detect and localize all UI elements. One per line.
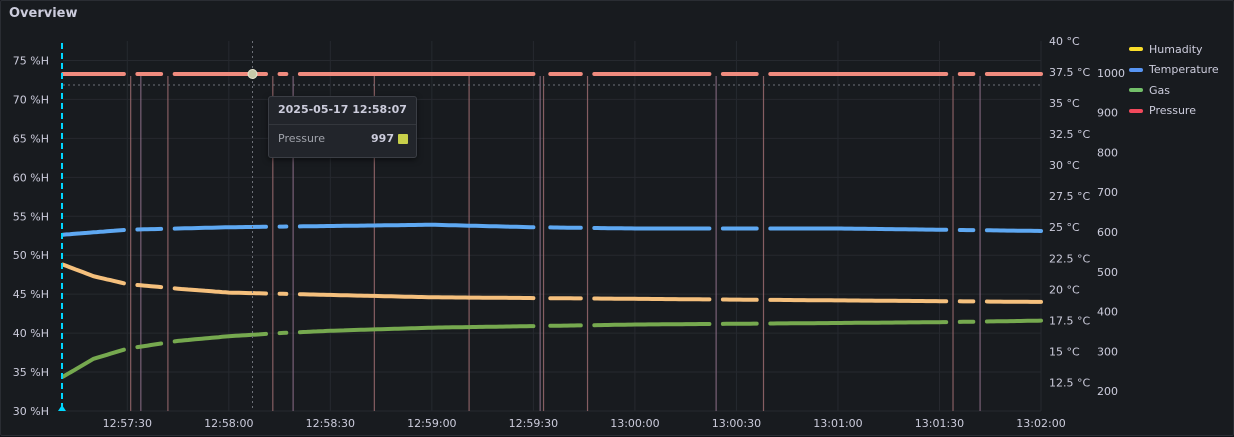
y-right-temp-tick-label: 27.5 °C xyxy=(1049,190,1090,203)
x-tick-label: 13:01:30 xyxy=(915,417,964,430)
y-left-tick-label: 75 %H xyxy=(13,54,49,67)
y-right-pressure-tick-label: 800 xyxy=(1097,146,1118,159)
x-tick-label: 13:00:00 xyxy=(610,417,659,430)
legend-label: Temperature xyxy=(1149,63,1219,76)
y-left-tick-label: 50 %H xyxy=(13,249,49,262)
y-left-tick-label: 70 %H xyxy=(13,93,49,106)
y-right-pressure-tick-label: 900 xyxy=(1097,107,1118,120)
y-right-temp-tick-label: 32.5 °C xyxy=(1049,128,1090,141)
series-humadity-line xyxy=(594,299,709,300)
temperature-swatch xyxy=(1129,68,1143,72)
legend-item-temperature[interactable]: Temperature xyxy=(1129,60,1219,81)
tooltip-divider xyxy=(269,124,416,125)
legend-item-humidity[interactable]: Humadity xyxy=(1129,39,1219,60)
tooltip-series-value: 997 xyxy=(371,132,394,145)
series-gas-line xyxy=(770,322,946,323)
y-right-temp-tick-label: 12.5 °C xyxy=(1049,376,1090,389)
legend-label: Humadity xyxy=(1149,43,1203,56)
x-tick-label: 13:02:00 xyxy=(1016,417,1065,430)
hover-point xyxy=(248,70,257,79)
x-tick-label: 12:58:00 xyxy=(204,417,253,430)
series-humadity-line xyxy=(137,285,161,287)
y-right-temp-tick-label: 35 °C xyxy=(1049,97,1080,110)
legend-item-pressure[interactable]: Pressure xyxy=(1129,101,1219,122)
series-gas-line xyxy=(987,321,1041,322)
x-tick-label: 12:58:30 xyxy=(306,417,355,430)
y-right-pressure-tick-label: 500 xyxy=(1097,266,1118,279)
y-left-tick-label: 45 %H xyxy=(13,288,49,301)
x-tick-label: 12:59:30 xyxy=(509,417,558,430)
y-right-temp-tick-label: 25 °C xyxy=(1049,221,1080,234)
hover-tooltip: 2025-05-17 12:58:07 Pressure 997 xyxy=(268,96,417,158)
x-tick-label: 13:01:00 xyxy=(813,417,862,430)
legend-label: Pressure xyxy=(1149,104,1196,117)
gas-swatch xyxy=(1129,88,1143,92)
y-right-pressure-tick-label: 400 xyxy=(1097,306,1118,319)
y-right-pressure-tick-label: 300 xyxy=(1097,345,1118,358)
legend-label: Gas xyxy=(1149,84,1170,97)
x-tick-label: 12:59:00 xyxy=(407,417,456,430)
y-left-tick-label: 30 %H xyxy=(13,405,49,418)
series-gas-line xyxy=(594,324,709,325)
event-markers xyxy=(131,76,980,411)
y-right-temp-tick-label: 22.5 °C xyxy=(1049,252,1090,265)
tooltip-time: 2025-05-17 12:58:07 xyxy=(278,103,407,116)
y-left-tick-label: 40 %H xyxy=(13,327,49,340)
y-left-tick-label: 35 %H xyxy=(13,366,49,379)
y-right-temp-tick-label: 17.5 °C xyxy=(1049,314,1090,327)
series-lines xyxy=(63,74,1041,377)
x-tick-label: 13:00:30 xyxy=(712,417,761,430)
series-temperature-line xyxy=(987,230,1041,231)
y-right-temp-tick-label: 40 °C xyxy=(1049,35,1080,48)
y-right-temp-tick-label: 37.5 °C xyxy=(1049,66,1090,79)
y-right-temp-tick-label: 15 °C xyxy=(1049,345,1080,358)
y-right-temp-tick-label: 30 °C xyxy=(1049,159,1080,172)
series-temperature-line xyxy=(137,229,161,230)
series-humadity-line xyxy=(770,300,946,301)
tooltip-series-name: Pressure xyxy=(278,132,325,145)
y-left-tick-label: 60 %H xyxy=(13,171,49,184)
y-right-pressure-tick-label: 1000 xyxy=(1097,67,1125,80)
series-humadity-line xyxy=(300,294,534,298)
y-right-temp-tick-label: 20 °C xyxy=(1049,283,1080,296)
series-gas-line xyxy=(300,326,534,332)
series-temperature-line xyxy=(63,230,124,235)
y-left-tick-label: 55 %H xyxy=(13,210,49,223)
series-temperature-line xyxy=(300,225,534,227)
y-right-pressure-tick-label: 600 xyxy=(1097,226,1118,239)
pressure-swatch xyxy=(1129,109,1143,113)
axes: 30 %H 35 %H 40 %H 45 %H 50 %H 55 %H 60 %H 65 %H… xyxy=(13,35,1125,430)
y-right-pressure-tick-label: 200 xyxy=(1097,385,1118,398)
series-humadity-line xyxy=(63,265,124,284)
y-right-pressure-tick-label: 700 xyxy=(1097,186,1118,199)
range-start-handle xyxy=(58,405,66,411)
legend-item-gas[interactable]: Gas xyxy=(1129,80,1219,101)
series-temperature-line xyxy=(594,228,709,229)
series-temperature-line xyxy=(770,229,946,230)
humidity-swatch xyxy=(1129,47,1143,51)
series-gas-line xyxy=(63,350,124,377)
tooltip-swatch xyxy=(398,134,408,144)
y-left-tick-label: 65 %H xyxy=(13,132,49,145)
x-tick-label: 12:57:30 xyxy=(103,417,152,430)
legend: Humadity Temperature Gas Pressure xyxy=(1129,39,1219,121)
